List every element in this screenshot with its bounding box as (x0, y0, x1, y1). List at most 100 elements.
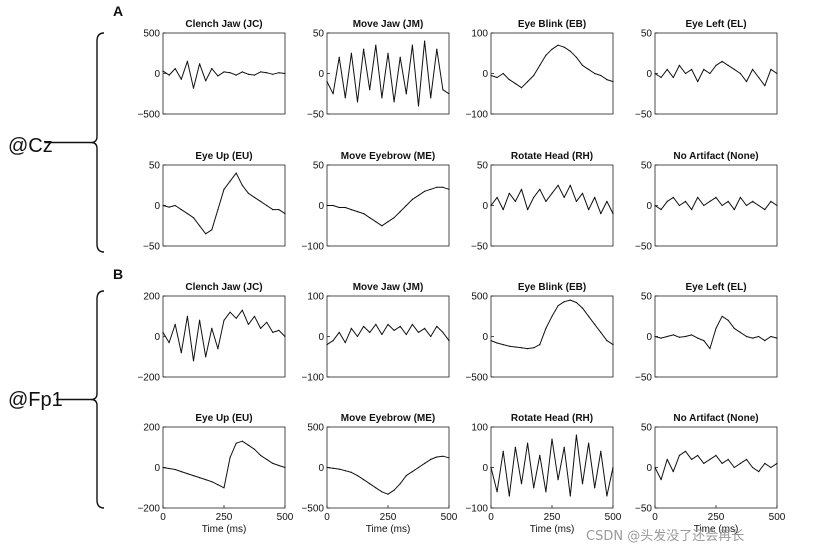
signal-point (332, 340, 334, 342)
signal-point (551, 315, 553, 317)
panel-frame (654, 426, 778, 509)
signal-point (758, 76, 760, 79)
panel-frame (162, 426, 286, 509)
signal-point (350, 52, 352, 54)
signal-point (363, 325, 365, 327)
signal-point (448, 93, 450, 95)
signal-point (174, 204, 176, 207)
signal-point (260, 454, 262, 456)
y-tick-label: −100 (301, 373, 324, 384)
signal-point (557, 44, 559, 46)
signal-point (502, 209, 504, 211)
signal-point (490, 204, 492, 207)
signal-point (186, 315, 188, 317)
signal-point (533, 347, 535, 349)
signal-point (575, 301, 578, 304)
signal-point (752, 200, 754, 202)
signal-point (490, 340, 492, 342)
signal-point (697, 196, 699, 198)
chart-panel-b-3: Eye Blink (EB) 500 0 −500 (465, 282, 614, 384)
signal-trace-line (162, 172, 286, 235)
signal-point (381, 225, 383, 227)
signal-point (253, 74, 256, 76)
chart-panel-a-7: Rotate Head (RH) 50 0 −50 (471, 151, 614, 253)
signal-point (520, 188, 523, 190)
signal-point (223, 188, 225, 190)
signal-trace-line (326, 455, 450, 495)
signal-trace-line (326, 40, 450, 107)
panel-title: Clench Jaw (JC) (185, 19, 262, 30)
y-tick-label: 50 (641, 423, 653, 434)
signal-point (527, 442, 529, 444)
y-tick-label: 0 (646, 463, 652, 474)
y-tick-label: 0 (154, 332, 160, 343)
signal-point (703, 68, 705, 70)
signal-point (666, 200, 668, 202)
annotations: A @Cz B @Fp1 (8, 3, 123, 509)
signal-point (770, 466, 772, 469)
signal-point (393, 217, 395, 219)
signal-point (363, 213, 365, 215)
signal-point (180, 471, 182, 473)
signal-point (356, 475, 359, 477)
signal-point (375, 487, 377, 489)
signal-point (508, 79, 510, 81)
signal-point (192, 217, 195, 219)
signal-point (752, 337, 754, 339)
signal-point (235, 74, 237, 76)
chart-panel-a-5: Eye Up (EU) 50 0 −50 (143, 151, 286, 253)
y-tick-label: −200 (137, 504, 160, 515)
signal-point (174, 468, 176, 471)
signal-trace-line (654, 315, 778, 350)
signal-point (211, 481, 213, 483)
signal-point (697, 454, 699, 456)
signal-point (557, 184, 559, 186)
signal-point (284, 466, 286, 469)
signal-point (514, 83, 517, 85)
signal-point (363, 48, 365, 50)
signal-point (338, 331, 340, 333)
panel-title: Eye Up (EU) (195, 151, 252, 162)
signal-point (672, 471, 674, 473)
signal-point (715, 196, 717, 198)
panel-title: Move Jaw (JM) (353, 19, 424, 30)
y-tick-label: −50 (635, 504, 652, 515)
signal-point (180, 209, 182, 211)
signal-point (684, 72, 687, 75)
signal-point (678, 64, 681, 66)
signal-point (430, 335, 432, 338)
signal-trace-line (327, 186, 450, 227)
signal-point (223, 71, 225, 73)
panel-title: Eye Left (EL) (685, 19, 746, 30)
signal-point (375, 221, 377, 223)
signal-point (381, 97, 383, 99)
panel-frame (490, 164, 614, 247)
panel-title: Clench Jaw (JC) (185, 282, 262, 293)
panel-title: Rotate Head (RH) (511, 413, 593, 424)
signal-point (284, 72, 286, 75)
signal-point (588, 442, 590, 444)
signal-point (678, 204, 681, 207)
signal-point (326, 344, 328, 346)
signal-point (594, 72, 596, 75)
signal-point (514, 200, 517, 202)
signal-point (691, 209, 693, 211)
signal-point (411, 471, 413, 473)
signal-point (350, 471, 352, 473)
signal-point (508, 345, 510, 347)
panel-frame (326, 32, 450, 115)
signal-point (253, 315, 256, 317)
signal-point (229, 180, 231, 182)
signal-point (223, 487, 225, 489)
signal-point (703, 462, 705, 464)
x-axis-label: Time (ms) (366, 524, 411, 535)
signal-point (745, 81, 748, 83)
signal-point (168, 467, 170, 470)
signal-point (672, 76, 674, 79)
signal-point (399, 483, 401, 485)
signal-point (533, 74, 535, 77)
signal-point (703, 340, 705, 342)
